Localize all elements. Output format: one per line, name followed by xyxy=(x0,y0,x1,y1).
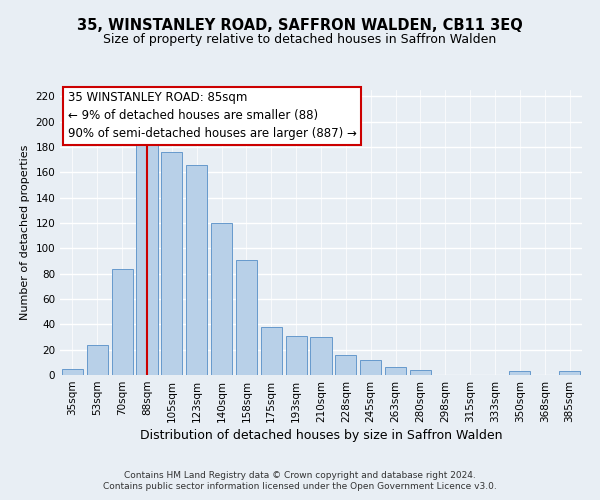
X-axis label: Distribution of detached houses by size in Saffron Walden: Distribution of detached houses by size … xyxy=(140,429,502,442)
Bar xyxy=(360,360,381,375)
Bar xyxy=(286,336,307,375)
Bar xyxy=(310,337,332,375)
Bar xyxy=(211,223,232,375)
Bar xyxy=(236,260,257,375)
Bar xyxy=(136,142,158,375)
Bar xyxy=(112,268,133,375)
Text: Size of property relative to detached houses in Saffron Walden: Size of property relative to detached ho… xyxy=(103,32,497,46)
Text: Contains HM Land Registry data © Crown copyright and database right 2024.: Contains HM Land Registry data © Crown c… xyxy=(124,471,476,480)
Bar xyxy=(261,327,282,375)
Bar xyxy=(410,370,431,375)
Text: Contains public sector information licensed under the Open Government Licence v3: Contains public sector information licen… xyxy=(103,482,497,491)
Bar xyxy=(161,152,182,375)
Text: 35 WINSTANLEY ROAD: 85sqm
← 9% of detached houses are smaller (88)
90% of semi-d: 35 WINSTANLEY ROAD: 85sqm ← 9% of detach… xyxy=(68,92,357,140)
Bar xyxy=(186,164,207,375)
Text: 35, WINSTANLEY ROAD, SAFFRON WALDEN, CB11 3EQ: 35, WINSTANLEY ROAD, SAFFRON WALDEN, CB1… xyxy=(77,18,523,32)
Bar xyxy=(559,371,580,375)
Y-axis label: Number of detached properties: Number of detached properties xyxy=(20,145,30,320)
Bar xyxy=(385,368,406,375)
Bar xyxy=(87,344,108,375)
Bar xyxy=(335,354,356,375)
Bar xyxy=(62,368,83,375)
Bar xyxy=(509,371,530,375)
